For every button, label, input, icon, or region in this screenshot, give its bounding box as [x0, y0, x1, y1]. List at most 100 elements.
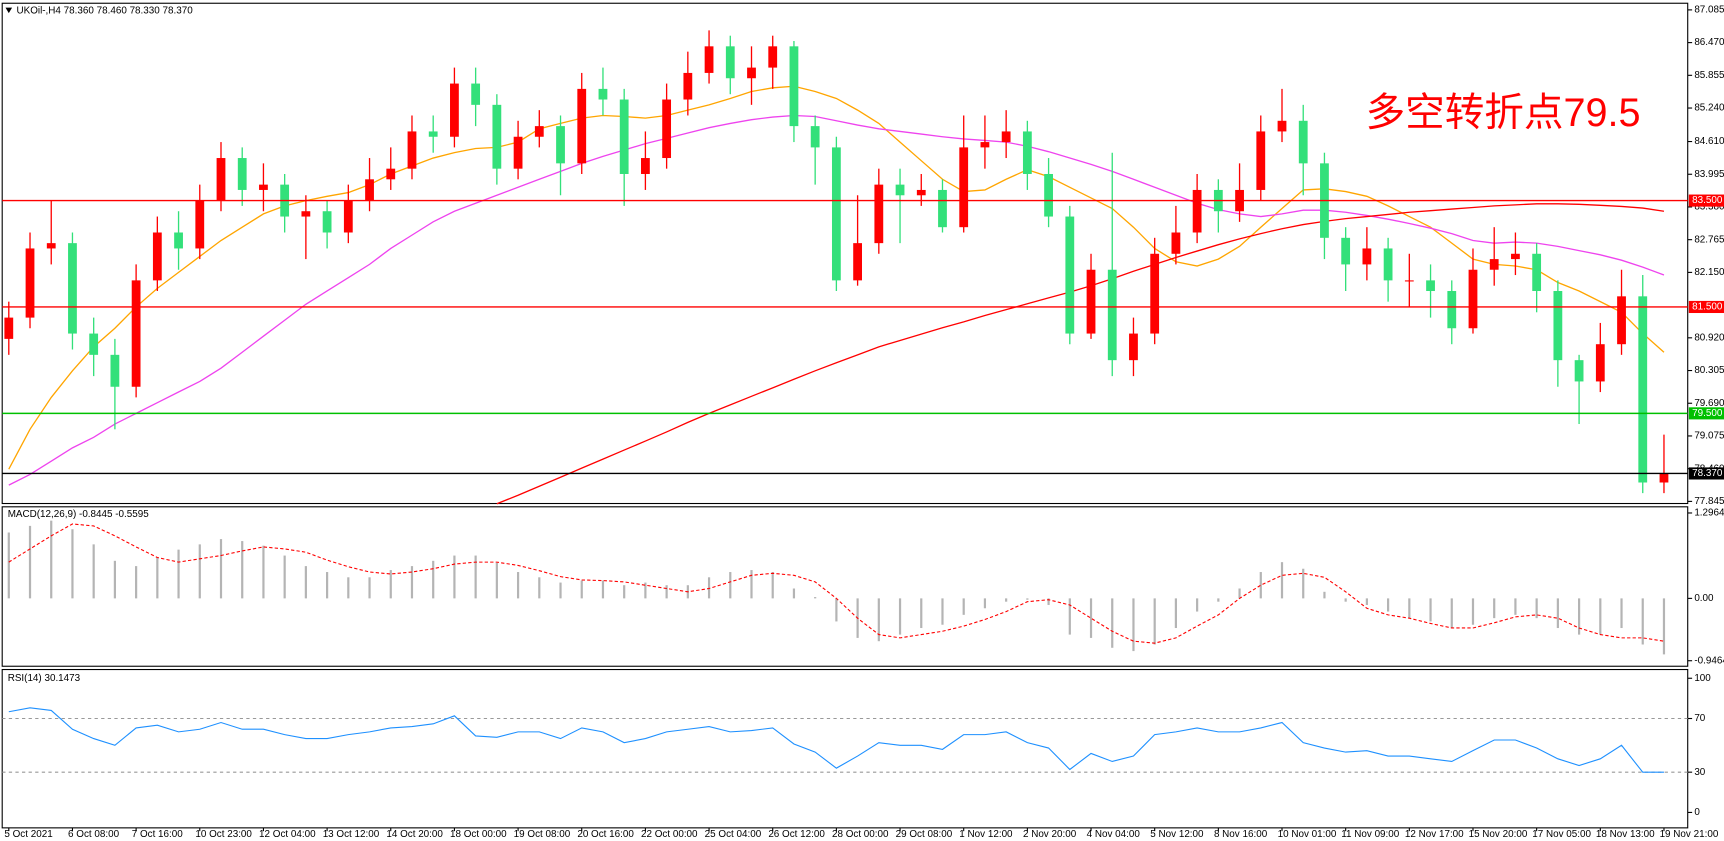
- candle-body: [174, 232, 183, 249]
- x-tick-label: 12 Oct 04:00: [259, 829, 316, 840]
- candle-body: [1256, 131, 1266, 190]
- candle-body: [1150, 253, 1160, 334]
- y-tick-label: 0.00: [1694, 593, 1714, 604]
- y-tick-label: -0.9464: [1694, 655, 1724, 666]
- candle-body: [301, 211, 311, 217]
- y-tick-label: 0: [1694, 807, 1700, 818]
- candle-body: [1277, 120, 1287, 132]
- candle-body: [810, 126, 820, 148]
- rsi-label: RSI(14) 30.1473: [8, 673, 81, 684]
- x-tick-label: 11 Nov 09:00: [1341, 829, 1400, 840]
- candle-body: [534, 126, 544, 137]
- y-tick-label: 100: [1694, 673, 1711, 684]
- annotation: 多空转折点79.5: [1366, 91, 1641, 135]
- candle-body: [1404, 280, 1414, 282]
- candle-body: [407, 131, 417, 169]
- y-tick-label: 85.240: [1694, 103, 1724, 114]
- x-tick-label: 15 Nov 20:00: [1469, 829, 1528, 840]
- candle-body: [683, 72, 693, 100]
- y-tick-label: 77.845: [1694, 496, 1724, 507]
- level-label-box: [1688, 467, 1724, 480]
- x-tick-label: 13 Oct 12:00: [323, 829, 380, 840]
- level-label: 78.370: [1692, 468, 1723, 479]
- candle-body: [365, 179, 374, 201]
- candle-body: [959, 147, 969, 228]
- level-label: 81.500: [1692, 302, 1723, 313]
- candle-body: [874, 184, 884, 244]
- candle-body: [1617, 296, 1626, 345]
- moving-average: [8, 114, 1665, 486]
- candle-body: [1044, 173, 1053, 217]
- y-tick-label: 79.075: [1694, 431, 1724, 442]
- candle-body: [428, 131, 438, 137]
- candle-body: [916, 189, 926, 196]
- candle-body: [577, 88, 587, 164]
- moving-average: [496, 203, 1665, 505]
- candle-body: [195, 200, 205, 249]
- y-tick-label: 30: [1694, 767, 1705, 778]
- candle-body: [1532, 253, 1542, 292]
- candle-body: [938, 189, 947, 228]
- x-tick-label: 5 Nov 12:00: [1150, 829, 1204, 840]
- candle-body: [322, 211, 332, 233]
- x-tick-label: 18 Oct 00:00: [450, 829, 507, 840]
- candle-body: [1171, 232, 1181, 254]
- candle-body: [1129, 333, 1138, 361]
- candle-body: [450, 83, 459, 137]
- candle-body: [789, 46, 799, 127]
- candle-body: [1468, 269, 1478, 329]
- candle-body: [4, 317, 14, 339]
- candle-body: [895, 184, 905, 196]
- y-tick-label: 87.085: [1694, 5, 1724, 16]
- candle-body: [1022, 131, 1032, 174]
- y-tick-label: 86.470: [1694, 37, 1724, 48]
- x-tick-label: 5 Oct 2021: [4, 829, 53, 840]
- y-tick-label: 82.150: [1694, 267, 1724, 278]
- y-tick-label: 70: [1694, 713, 1705, 724]
- candle-body: [343, 200, 353, 233]
- candle-body: [1192, 189, 1202, 233]
- x-tick-label: 19 Nov 21:00: [1660, 829, 1719, 840]
- x-tick-label: 20 Oct 16:00: [577, 829, 634, 840]
- level-label-box: [1688, 407, 1724, 420]
- candle-body: [1298, 120, 1308, 164]
- candle-body: [1383, 248, 1393, 281]
- x-tick-label: 19 Oct 08:00: [514, 829, 571, 840]
- candle-body: [386, 168, 396, 180]
- candle-body: [831, 147, 841, 281]
- level-label-box: [1688, 194, 1724, 207]
- level-label: 83.500: [1692, 195, 1723, 206]
- candle-body: [1595, 344, 1605, 382]
- candle-body: [704, 46, 714, 73]
- macd-signal: [8, 523, 1665, 644]
- y-tick-label: 85.855: [1694, 70, 1724, 81]
- x-tick-label: 10 Oct 23:00: [195, 829, 252, 840]
- y-tick-label: 82.765: [1694, 234, 1724, 245]
- x-tick-label: 6 Oct 08:00: [68, 829, 120, 840]
- rsi-line: [8, 707, 1664, 773]
- candle-body: [747, 67, 756, 79]
- candle-body: [1001, 131, 1011, 143]
- x-tick-label: 25 Oct 04:00: [705, 829, 762, 840]
- candle-body: [68, 243, 77, 334]
- candle-body: [768, 46, 778, 68]
- candle-body: [131, 280, 141, 387]
- y-tick-label: 83.995: [1694, 169, 1724, 180]
- level-label: 79.500: [1692, 408, 1723, 419]
- y-tick-label: 1.2964: [1694, 508, 1724, 519]
- candle-body: [1107, 269, 1117, 361]
- x-tick-label: 7 Oct 16:00: [132, 829, 184, 840]
- candle-body: [1362, 248, 1372, 265]
- x-tick-label: 17 Nov 05:00: [1532, 829, 1591, 840]
- x-tick-label: 29 Oct 08:00: [896, 829, 953, 840]
- candle-body: [1553, 291, 1563, 361]
- candle-body: [1511, 253, 1520, 260]
- panel-frame: [1, 668, 1689, 829]
- candle-body: [25, 248, 35, 318]
- panel-frame: [1, 506, 1689, 667]
- candle-body: [641, 158, 650, 174]
- candle-body: [598, 88, 608, 100]
- menu-triangle: [5, 7, 13, 14]
- x-tick-label: 8 Nov 16:00: [1214, 829, 1268, 840]
